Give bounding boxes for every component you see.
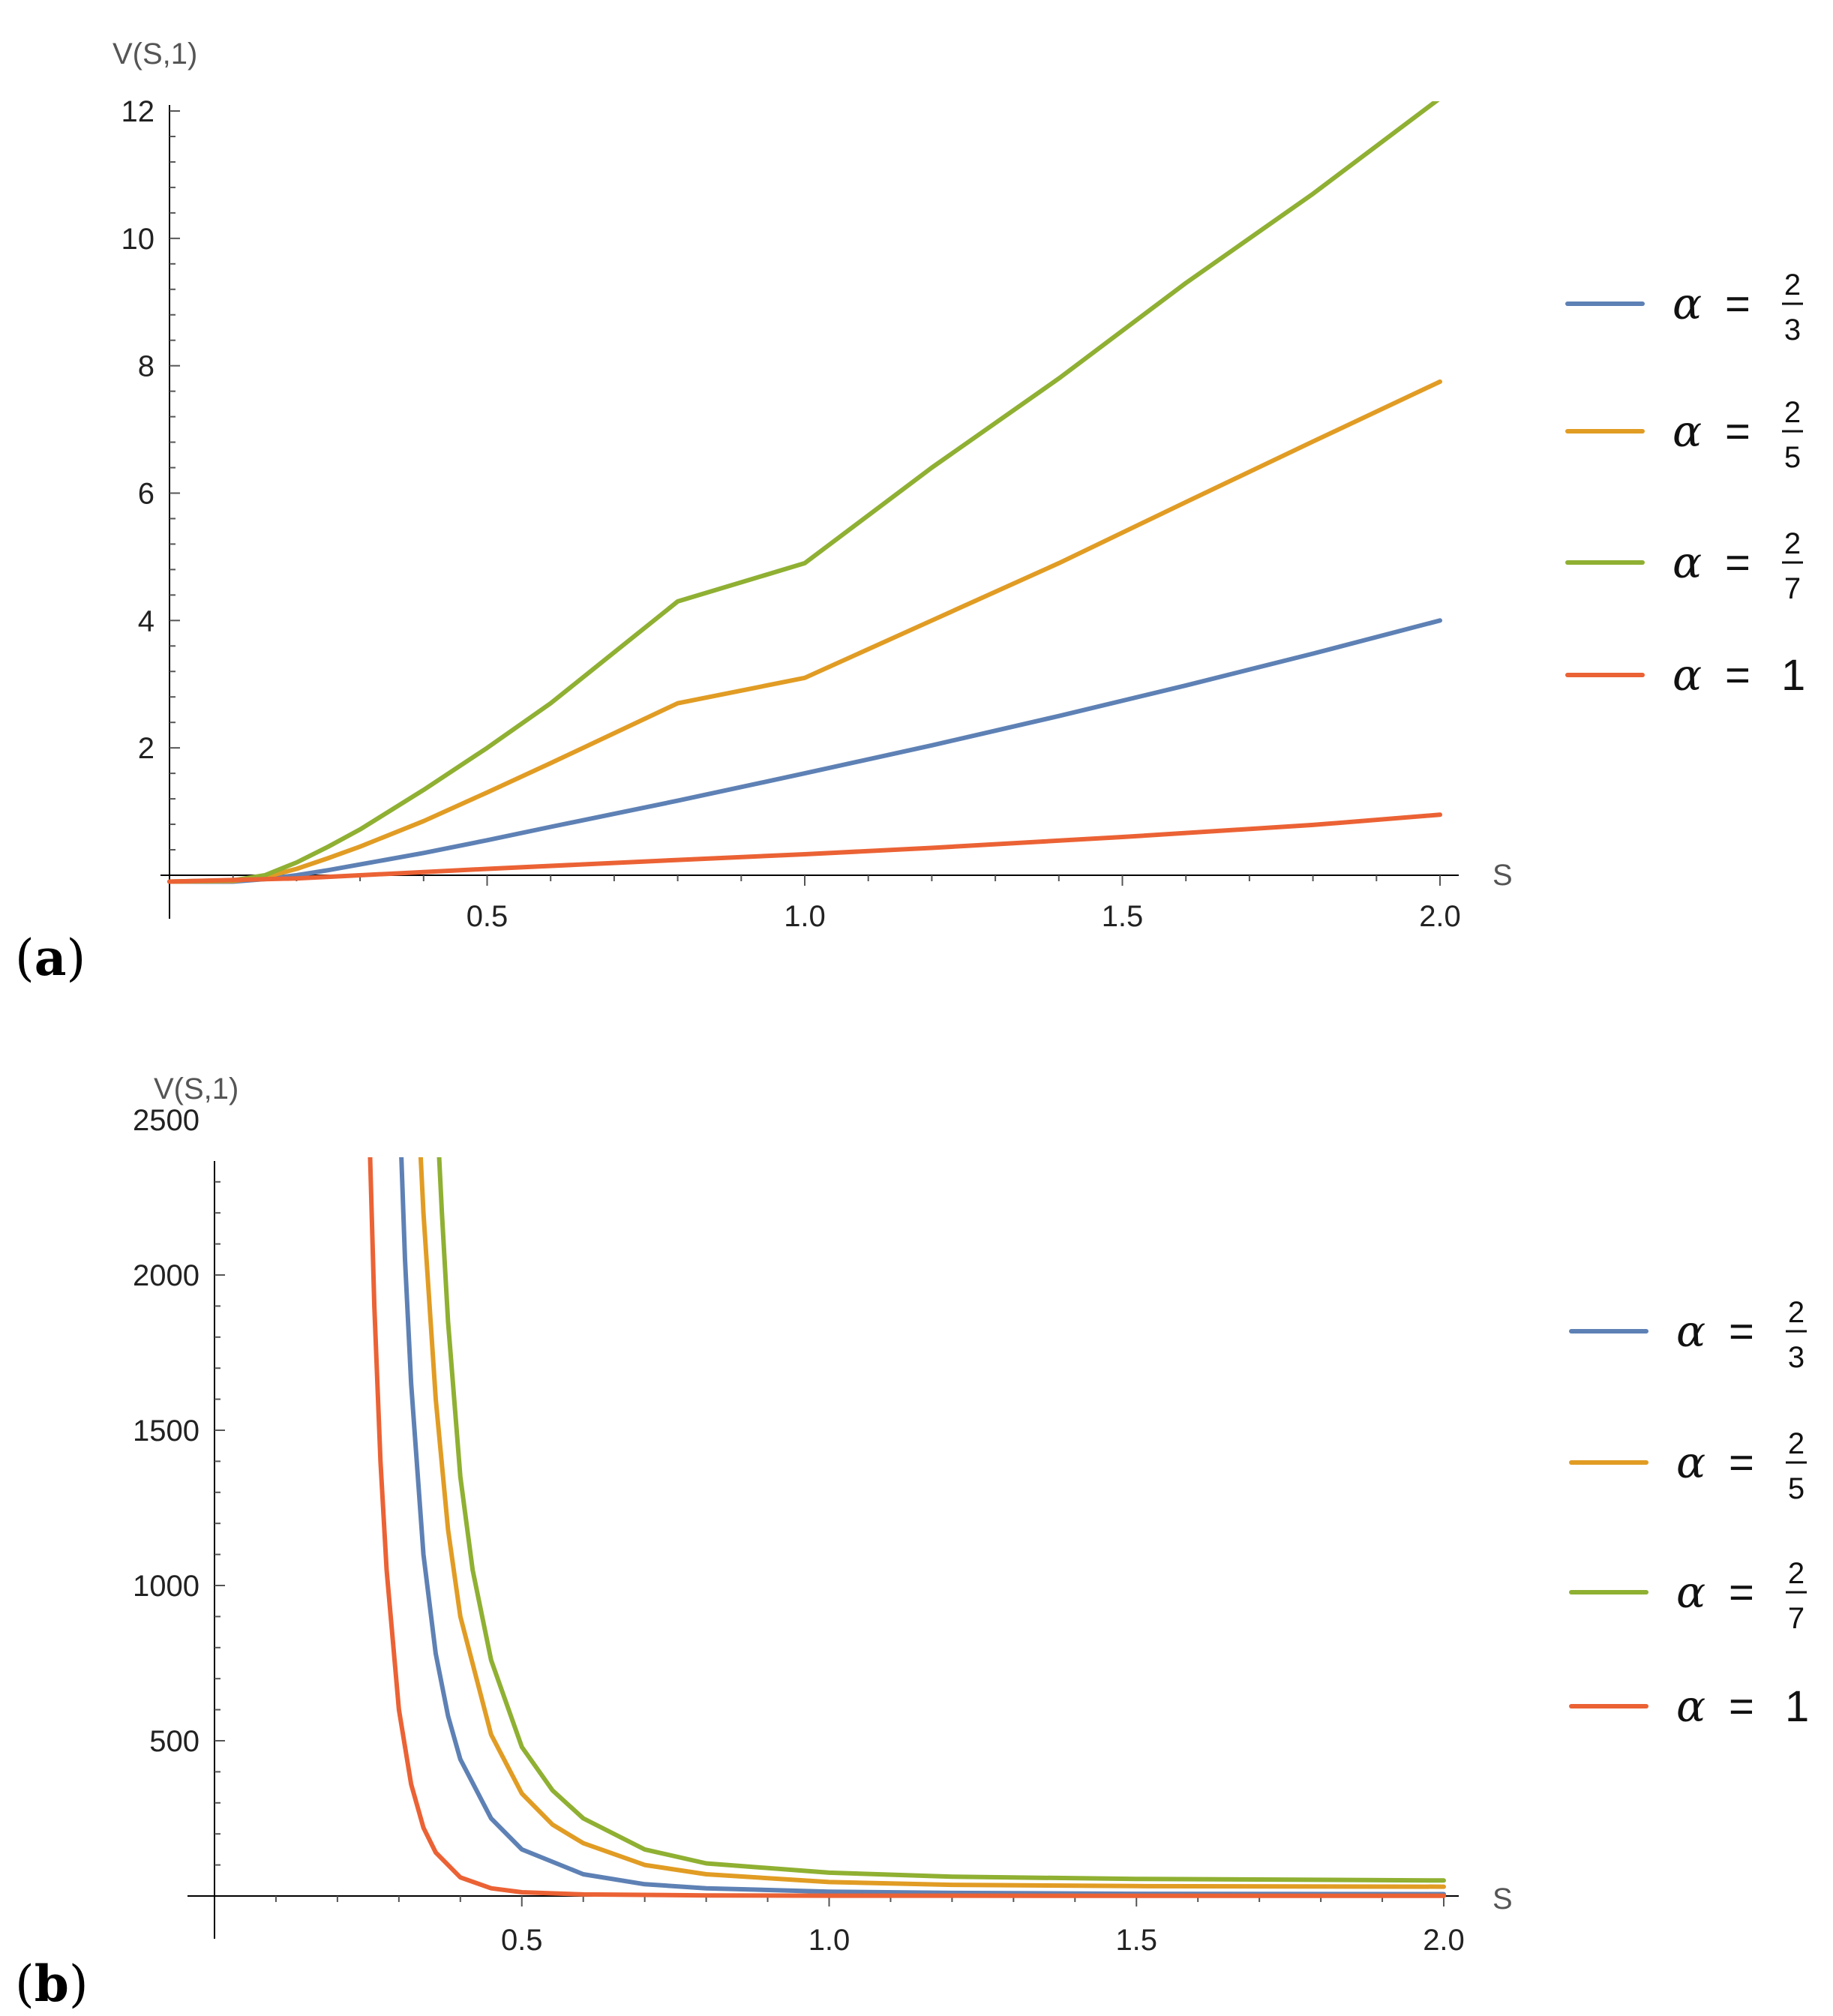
legend-alpha-symbol: α xyxy=(1672,537,1702,588)
y-axis-title: V(S,1) xyxy=(154,1072,238,1106)
legend-item: α = 1 xyxy=(1569,1681,1809,1732)
legend-numerator: 2 xyxy=(1788,1427,1804,1460)
series-line-1 xyxy=(167,618,1442,884)
series-line-4 xyxy=(368,1157,1446,1898)
x-tick-label: 1.0 xyxy=(808,1924,850,1957)
legend-value: 1 xyxy=(1781,651,1805,700)
legend-value: 1 xyxy=(1785,1682,1809,1731)
x-tick-label: 2.0 xyxy=(1423,1924,1465,1957)
legend-alpha-symbol: α xyxy=(1672,278,1702,329)
series-line-4 xyxy=(167,812,1442,884)
legend-equals-sign: = xyxy=(1729,1438,1754,1487)
y-tick-label: 8 xyxy=(138,350,154,383)
x-axis-title: S xyxy=(1492,859,1513,892)
legend-alpha-symbol: α xyxy=(1676,1681,1706,1732)
y-axis-title: V(S,1) xyxy=(112,38,197,70)
legend-numerator: 2 xyxy=(1788,1296,1804,1329)
series-line-3 xyxy=(436,1157,1446,1883)
y-tick-label: 6 xyxy=(138,478,154,511)
legend-item: α = 2 7 xyxy=(1565,527,1803,605)
legend-alpha-symbol: α xyxy=(1676,1437,1706,1488)
y-tick-label: 1000 xyxy=(133,1570,200,1603)
series-line-1 xyxy=(399,1157,1446,1897)
legend-alpha-symbol: α xyxy=(1676,1306,1706,1357)
panel-label: (a) xyxy=(15,928,86,987)
panel-label: (b) xyxy=(15,1954,88,2013)
legend-alpha-symbol: α xyxy=(1676,1567,1706,1618)
x-tick-label: 1.5 xyxy=(1102,900,1144,933)
x-tick-label: 0.5 xyxy=(501,1924,543,1957)
y-tick-label: 1500 xyxy=(133,1414,200,1448)
legend-item: α = 2 7 xyxy=(1569,1557,1807,1635)
legend-equals-sign: = xyxy=(1725,538,1750,587)
legend-denominator: 3 xyxy=(1788,1341,1804,1374)
y-tick-label: 10 xyxy=(122,223,155,256)
legend-numerator: 2 xyxy=(1784,527,1801,560)
legend-equals-sign: = xyxy=(1729,1682,1754,1731)
legend-item: α = 2 3 xyxy=(1569,1296,1807,1374)
legend-alpha-symbol: α xyxy=(1672,406,1702,457)
y-tick-label: 2000 xyxy=(133,1259,200,1292)
legend-item: α = 2 5 xyxy=(1565,396,1803,474)
legend-numerator: 2 xyxy=(1788,1557,1804,1590)
legend-equals-sign: = xyxy=(1725,651,1750,700)
x-tick-label: 1.0 xyxy=(784,900,826,933)
legend-alpha-symbol: α xyxy=(1672,650,1702,700)
legend-denominator: 5 xyxy=(1788,1472,1804,1505)
y-tick-label: 500 xyxy=(149,1725,200,1758)
y-tick-label: 2 xyxy=(138,732,154,765)
legend-denominator: 7 xyxy=(1784,572,1801,605)
series-line-2 xyxy=(418,1157,1446,1889)
legend-equals-sign: = xyxy=(1729,1307,1754,1356)
x-tick-label: 0.5 xyxy=(466,900,508,933)
y-tick-label: 2500 xyxy=(133,1104,200,1137)
x-tick-label: 2.0 xyxy=(1419,900,1461,933)
legend-item: α = 2 5 xyxy=(1569,1427,1807,1505)
legend-denominator: 7 xyxy=(1788,1602,1804,1635)
series-line-3 xyxy=(167,101,1440,884)
x-tick-label: 1.5 xyxy=(1115,1924,1157,1957)
y-tick-label: 12 xyxy=(122,95,155,128)
series-line-2 xyxy=(167,379,1442,884)
legend-equals-sign: = xyxy=(1729,1568,1754,1617)
legend-denominator: 3 xyxy=(1784,314,1801,346)
legend-equals-sign: = xyxy=(1725,407,1750,456)
legend-denominator: 5 xyxy=(1784,441,1801,474)
x-axis-title: S xyxy=(1492,1882,1513,1916)
y-tick-label: 4 xyxy=(138,604,154,638)
legend-numerator: 2 xyxy=(1784,268,1801,302)
legend-item: α = 1 xyxy=(1565,650,1805,700)
legend-equals-sign: = xyxy=(1725,280,1750,328)
legend-numerator: 2 xyxy=(1784,396,1801,429)
legend-item: α = 2 3 xyxy=(1565,268,1803,346)
